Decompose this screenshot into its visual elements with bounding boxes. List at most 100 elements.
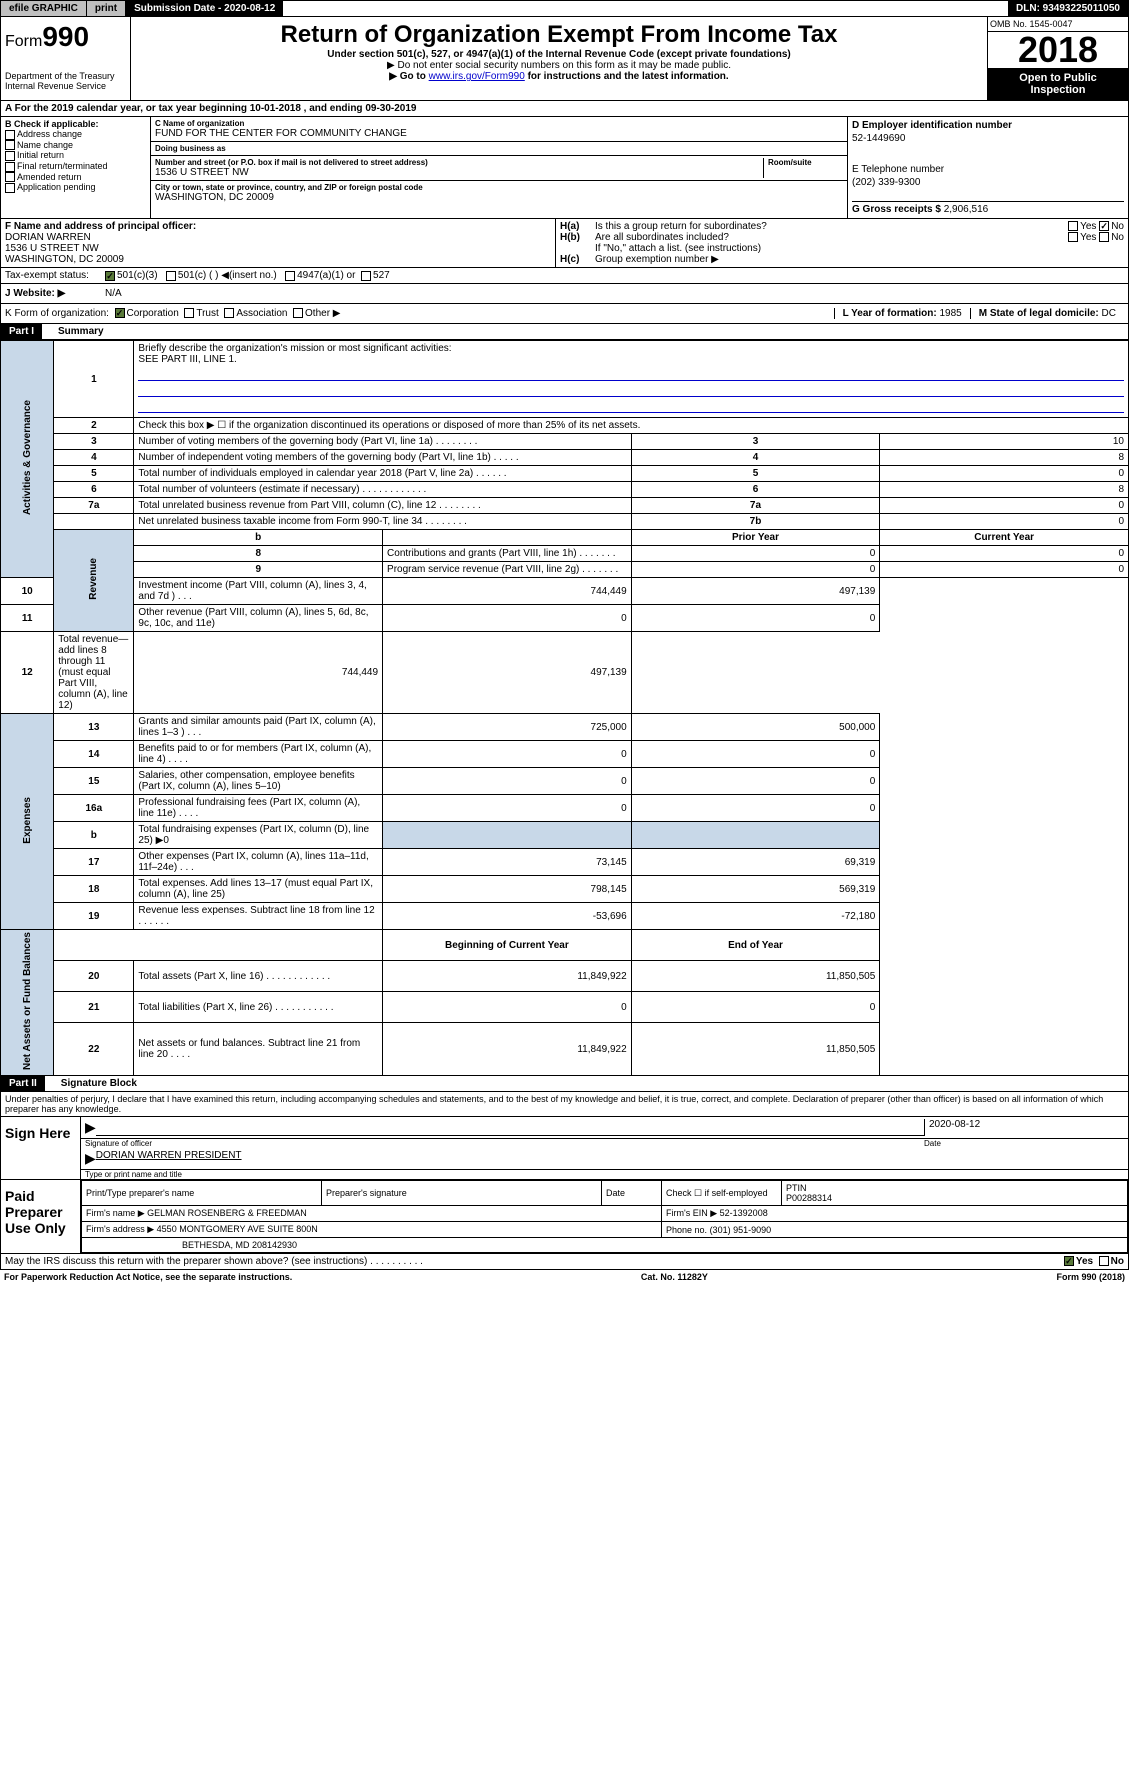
part2-title: Signature Block [53,1076,145,1091]
form-title: Return of Organization Exempt From Incom… [135,21,983,49]
ein-label: D Employer identification number [852,119,1124,132]
website-value: N/A [105,288,122,299]
cb-initial[interactable] [5,151,15,161]
discuss-no[interactable] [1099,1256,1109,1266]
h-note: If "No," attach a list. (see instruction… [560,243,1124,254]
city: WASHINGTON, DC 20009 [155,192,843,203]
cb-other[interactable] [293,308,303,318]
efile-btn[interactable]: efile GRAPHIC [1,1,87,16]
cb-initial-label: Initial return [17,150,64,160]
officer-name: DORIAN WARREN [5,232,551,243]
cb-name-label: Name change [17,140,73,150]
part1-header: Part I [1,324,42,339]
check-self: Check ☐ if self-employed [662,1181,782,1206]
cb-4947[interactable] [285,271,295,281]
dept: Department of the Treasury [5,71,126,81]
form990-link[interactable]: www.irs.gov/Form990 [429,71,525,82]
footer-left: For Paperwork Reduction Act Notice, see … [4,1272,292,1282]
ha-no[interactable] [1099,221,1109,231]
form-subtitle: Under section 501(c), 527, or 4947(a)(1)… [135,49,983,60]
footer-mid: Cat. No. 11282Y [641,1272,708,1282]
note1: ▶ Do not enter social security numbers o… [135,60,983,71]
sig-officer-label: Signature of officer [85,1139,924,1148]
note2-prefix: ▶ Go to [389,71,428,82]
cb-pending[interactable] [5,183,15,193]
footer-right: Form 990 (2018) [1056,1272,1125,1282]
k-row: K Form of organization: Corporation Trus… [0,304,1129,324]
cb-amended[interactable] [5,172,15,182]
officer-addr2: WASHINGTON, DC 20009 [5,254,551,265]
state-label: M State of legal domicile: [979,308,1099,319]
note2-suffix: for instructions and the latest informat… [525,71,729,82]
prep-h2: Date [602,1181,662,1206]
firm-phone: (301) 951-9090 [710,1225,772,1235]
gross: 2,906,516 [944,204,989,215]
website-label: J Website: ▶ [5,288,105,299]
opt-other: Other ▶ [305,308,340,319]
footer: For Paperwork Reduction Act Notice, see … [0,1270,1129,1284]
room-label: Room/suite [768,158,843,167]
cb-final-label: Final return/terminated [17,161,108,171]
submission-date: Submission Date - 2020-08-12 [126,1,283,16]
ha-yes[interactable] [1068,221,1078,231]
form-number: 990 [42,21,89,52]
yes-label: Yes [1076,1256,1093,1267]
print-btn[interactable]: print [87,1,126,16]
box-b-label: B Check if applicable: [5,119,146,129]
prep-h1: Preparer's signature [322,1181,602,1206]
cb-pending-label: Application pending [17,182,96,192]
addr: 1536 U STREET NW [155,167,763,178]
sidebar-gov: Activities & Governance [22,400,33,515]
year-formation: 1985 [939,308,961,319]
firm-name-label: Firm's name ▶ [86,1208,145,1218]
line1-label: Briefly describe the organization's miss… [138,343,451,354]
firm-addr1: 4550 MONTGOMERY AVE SUITE 800N [157,1224,318,1234]
line1-val: SEE PART III, LINE 1. [138,354,236,365]
firm-name: GELMAN ROSENBERG & FREEDMAN [147,1208,307,1218]
tax-status-label: Tax-exempt status: [5,270,105,281]
hb-yes[interactable] [1068,232,1078,242]
section-bcd: B Check if applicable: Address change Na… [0,117,1129,219]
ptin: P00288314 [786,1193,1123,1203]
opt-501c: 501(c) ( ) ◀(insert no.) [178,270,277,281]
ein: 52-1449690 [852,132,1124,145]
cb-501c[interactable] [166,271,176,281]
form-prefix: Form [5,33,42,50]
cb-name[interactable] [5,140,15,150]
hc-label: Group exemption number ▶ [595,254,719,265]
ha-label: Is this a group return for subordinates? [595,221,1068,232]
firm-phone-label: Phone no. [666,1225,707,1235]
dba-label: Doing business as [155,144,843,153]
hb-no[interactable] [1099,232,1109,242]
cb-501c3[interactable] [105,271,115,281]
f-label: F Name and address of principal officer: [5,221,551,232]
discuss-yes[interactable] [1064,1256,1074,1266]
b-cell: b [134,530,383,546]
phone-label: E Telephone number [852,164,944,175]
org-name: FUND FOR THE CENTER FOR COMMUNITY CHANGE [155,128,843,139]
sign-here-label: Sign Here [1,1117,81,1179]
cb-final[interactable] [5,162,15,172]
firm-ein: 52-1392008 [720,1208,768,1218]
opt-501c3: 501(c)(3) [117,270,158,281]
type-name-label: Type or print name and title [81,1170,1128,1179]
k-label: K Form of organization: [5,308,109,319]
prior-header: Prior Year [631,530,880,546]
cb-address[interactable] [5,130,15,140]
cb-corp[interactable] [115,308,125,318]
topbar: efile GRAPHIC print Submission Date - 20… [0,0,1129,17]
paid-prep-label: Paid Preparer Use Only [1,1180,81,1253]
cb-trust[interactable] [184,308,194,318]
opt-527: 527 [373,270,390,281]
phone: (202) 339-9300 [852,176,1124,189]
tax-status-row: Tax-exempt status: 501(c)(3) 501(c) ( ) … [0,268,1129,284]
website-row: J Website: ▶ N/A [0,284,1129,304]
firm-addr-label: Firm's address ▶ [86,1224,154,1234]
discuss-text: May the IRS discuss this return with the… [5,1256,1064,1267]
cb-527[interactable] [361,271,371,281]
cb-assoc[interactable] [224,308,234,318]
current-header: Current Year [880,530,1129,546]
firm-ein-label: Firm's EIN ▶ [666,1208,717,1218]
firm-addr2: BETHESDA, MD 208142930 [82,1238,1128,1253]
name-label: C Name of organization [155,119,843,128]
